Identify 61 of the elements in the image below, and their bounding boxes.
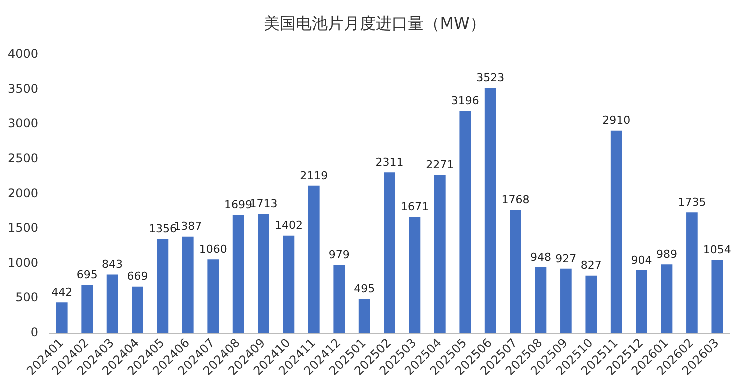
bar [686,212,698,334]
data-label: 3196 [451,94,480,108]
data-label: 2910 [602,114,631,128]
bar [283,236,295,334]
data-label: 827 [580,259,602,272]
y-tick-label: 4000 [8,47,39,62]
bar [334,265,346,334]
bar [434,175,446,334]
bar [460,110,472,334]
data-label: 1054 [703,243,732,256]
bar [106,274,118,334]
bar [384,172,396,334]
data-label: 442 [52,286,73,300]
data-label: 495 [354,282,376,296]
y-tick-label: 2000 [8,186,39,200]
y-tick-label: 0 [30,326,39,340]
data-label: 3523 [476,72,505,85]
data-label: 948 [530,250,552,264]
bar [258,214,270,334]
data-label: 1060 [199,243,228,256]
bar [636,270,648,334]
bar [132,286,144,334]
y-tick-label: 1000 [8,256,39,270]
bar [308,186,320,334]
data-label: 979 [328,248,350,262]
bar [484,88,496,334]
bar [157,239,169,334]
bar [535,267,547,334]
bar [712,260,724,334]
bar [232,215,244,334]
y-tick-label: 1500 [8,221,39,236]
y-tick-label: 2500 [8,152,39,166]
data-label: 1735 [678,196,706,210]
data-label: 1402 [274,219,303,232]
y-tick-label: 3000 [8,116,39,131]
data-label: 904 [631,254,652,267]
bar [182,236,194,334]
y-tick-label: 3500 [8,82,39,96]
chart-title: 美国电池片月度进口量（MW） [263,14,487,35]
data-label: 1768 [502,194,530,207]
data-label: 843 [102,258,124,272]
data-label: 1671 [400,200,429,214]
bar [610,130,622,334]
data-label: 695 [76,268,98,282]
bar [586,276,598,334]
data-label: 927 [556,252,577,266]
bar [82,285,94,334]
bar [409,217,421,334]
data-label: 2119 [300,169,328,182]
data-label: 1713 [250,198,278,211]
data-label: 2271 [426,158,454,172]
data-label: 989 [656,248,678,261]
data-label: 2311 [376,156,404,169]
data-label: 669 [127,270,148,284]
bar [208,260,220,334]
bar [510,210,522,334]
bar [661,264,673,334]
y-tick-label: 500 [16,290,39,305]
bar [56,302,68,334]
bar [358,298,370,334]
bar [560,268,572,334]
